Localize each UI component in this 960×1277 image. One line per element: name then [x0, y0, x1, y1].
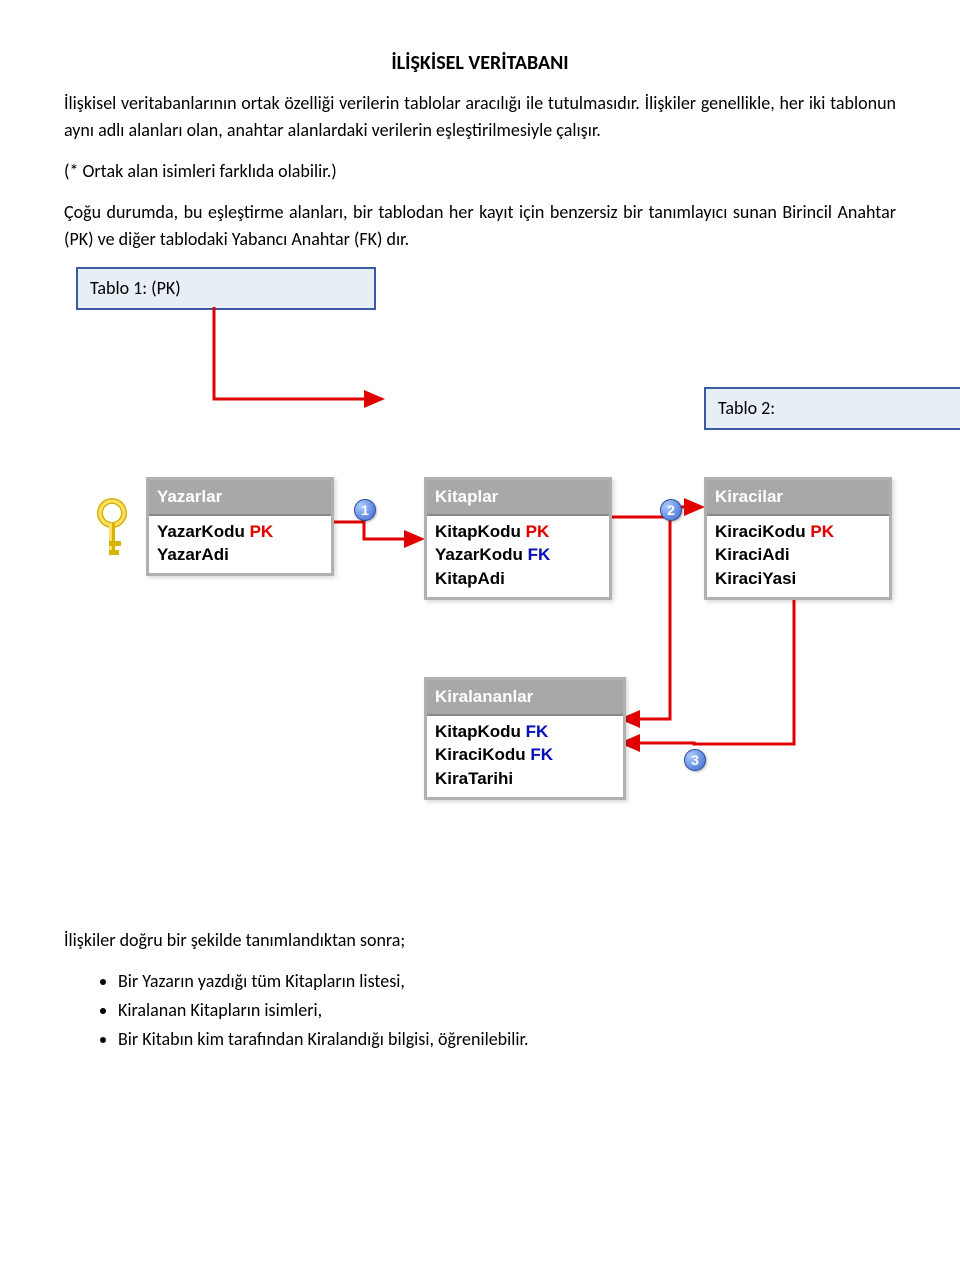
db-table-header: Kiracilar	[707, 480, 889, 516]
db-field: KitapAdi	[435, 567, 601, 591]
db-table-header: Yazarlar	[149, 480, 331, 516]
paragraph-3: Çoğu durumda, bu eşleştirme alanları, bi…	[64, 199, 896, 253]
tablo-diagram: Tablo 1: (PK) Tablo 2:	[64, 267, 896, 447]
db-field: KiraciYasi	[715, 567, 881, 591]
fk-label: FK	[526, 722, 549, 741]
pk-label: PK	[810, 522, 834, 541]
paragraph-1: İlişkisel veritabanlarının ortak özelliğ…	[64, 90, 896, 144]
relation-number: 2	[660, 499, 682, 521]
db-table: Kiralananlar KitapKodu FKKiraciKodu FKKir…	[424, 677, 626, 800]
db-field: KiraciKodu PK	[715, 520, 881, 544]
db-field: YazarKodu FK	[435, 543, 601, 567]
db-field: YazarAdi	[157, 543, 323, 567]
list-item: Bir Kitabın kim tarafından Kiralandığı b…	[118, 1026, 896, 1053]
erd-diagram: YazarlarYazarKodu PKYazarAdi KitaplarKit…	[64, 467, 896, 927]
db-field: KiraTarihi	[435, 767, 615, 791]
fk-label: FK	[530, 745, 553, 764]
pk-label: PK	[526, 522, 550, 541]
db-table: Kitaplar KitapKodu PKYazarKodu FKKitapAdi	[424, 477, 612, 600]
after-label: İlişkiler doğru bir şekilde tanımlandıkt…	[64, 927, 896, 954]
db-field: YazarKodu PK	[157, 520, 323, 544]
db-table: Kiracilar KiraciKodu PKKiraciAdi KiraciYa…	[704, 477, 892, 600]
paragraph-2: (* Ortak alan isimleri farklıda olabilir…	[64, 158, 896, 185]
db-table: Yazarlar YazarKodu PKYazarAdi	[146, 477, 334, 576]
pk-label: PK	[250, 522, 274, 541]
page-title: İLİŞKİSEL VERİTABANI	[64, 48, 896, 78]
fk-label: FK	[528, 545, 551, 564]
db-field: KiraciAdi	[715, 543, 881, 567]
db-table-header: Kitaplar	[427, 480, 609, 516]
db-field: KitapKodu FK	[435, 720, 615, 744]
relation-number: 1	[354, 499, 376, 521]
list-item: Bir Yazarın yazdığı tüm Kitapların liste…	[118, 968, 896, 995]
db-table-header: Kiralananlar	[427, 680, 623, 716]
db-field: KitapKodu PK	[435, 520, 601, 544]
db-field: KiraciKodu FK	[435, 743, 615, 767]
tablo-connector	[64, 267, 764, 447]
bullet-list: Bir Yazarın yazdığı tüm Kitapların liste…	[64, 968, 896, 1053]
relation-number: 3	[684, 749, 706, 771]
list-item: Kiralanan Kitapların isimleri,	[118, 997, 896, 1024]
